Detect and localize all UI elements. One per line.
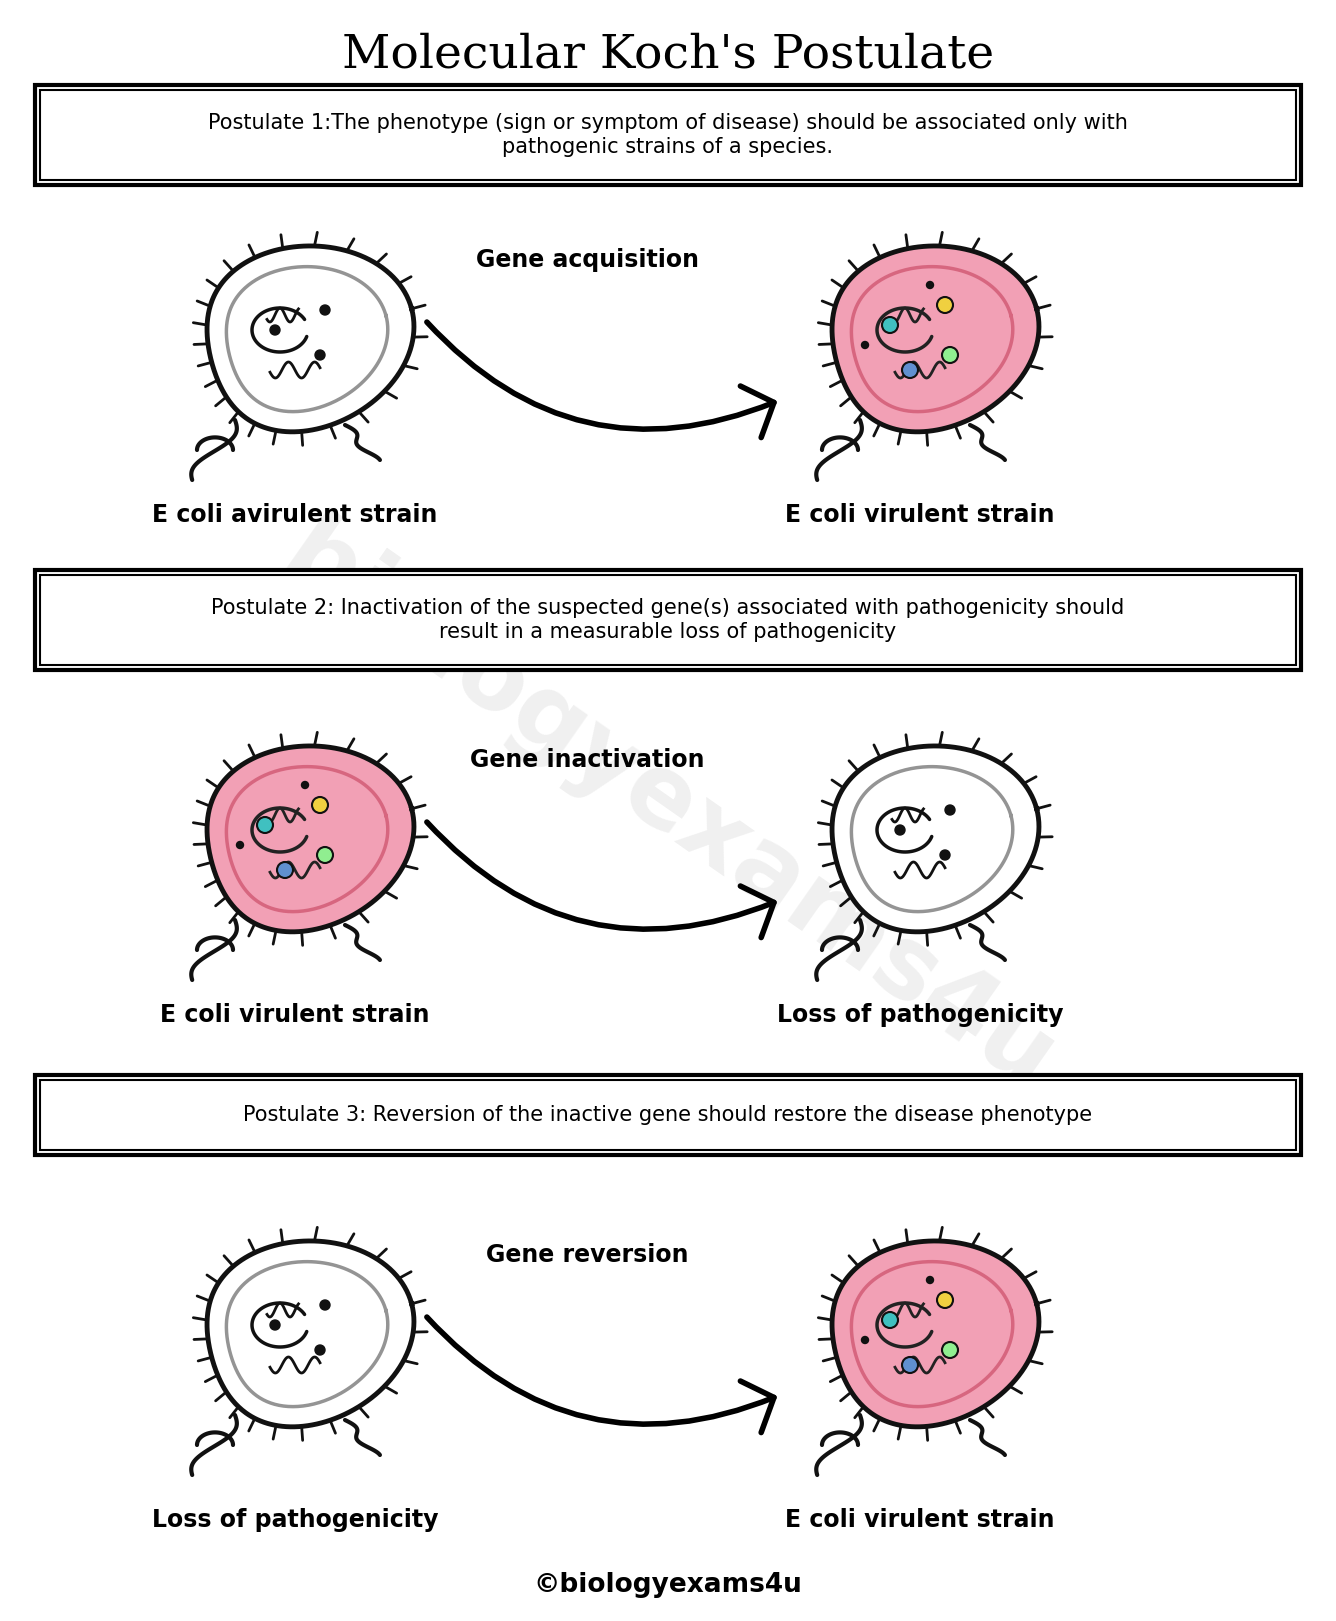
Text: Loss of pathogenicity: Loss of pathogenicity bbox=[776, 1003, 1063, 1028]
Text: Gene reversion: Gene reversion bbox=[486, 1243, 689, 1268]
Bar bbox=[35, 1075, 1301, 1156]
Circle shape bbox=[315, 1345, 325, 1355]
Text: Gene inactivation: Gene inactivation bbox=[470, 747, 705, 772]
Text: Molecular Koch's Postulate: Molecular Koch's Postulate bbox=[342, 32, 994, 78]
Polygon shape bbox=[832, 1242, 1039, 1426]
Circle shape bbox=[882, 318, 898, 332]
Text: Loss of pathogenicity: Loss of pathogenicity bbox=[152, 1508, 438, 1532]
Circle shape bbox=[942, 347, 958, 363]
Text: Postulate 3: Reversion of the inactive gene should restore the disease phenotype: Postulate 3: Reversion of the inactive g… bbox=[243, 1106, 1093, 1125]
Circle shape bbox=[926, 282, 934, 289]
Text: E coli virulent strain: E coli virulent strain bbox=[786, 1508, 1054, 1532]
Bar bbox=[40, 575, 1296, 665]
Circle shape bbox=[315, 350, 325, 360]
Circle shape bbox=[942, 1342, 958, 1358]
Circle shape bbox=[895, 825, 904, 835]
Circle shape bbox=[257, 817, 273, 833]
Circle shape bbox=[862, 1336, 868, 1344]
Circle shape bbox=[277, 862, 293, 879]
Circle shape bbox=[302, 781, 309, 788]
Circle shape bbox=[882, 1311, 898, 1328]
Circle shape bbox=[902, 1357, 918, 1373]
Text: biologyexams4u: biologyexams4u bbox=[263, 507, 1073, 1114]
Circle shape bbox=[321, 305, 330, 314]
FancyArrowPatch shape bbox=[428, 323, 774, 438]
Circle shape bbox=[270, 1319, 281, 1329]
Circle shape bbox=[313, 798, 329, 814]
Text: E coli virulent strain: E coli virulent strain bbox=[160, 1003, 430, 1028]
Circle shape bbox=[941, 849, 950, 861]
Circle shape bbox=[937, 297, 953, 313]
Text: Postulate 1:The phenotype (sign or symptom of disease) should be associated only: Postulate 1:The phenotype (sign or sympt… bbox=[208, 113, 1128, 157]
Circle shape bbox=[937, 1292, 953, 1308]
FancyArrowPatch shape bbox=[428, 1316, 774, 1433]
Text: E coli avirulent strain: E coli avirulent strain bbox=[152, 503, 438, 527]
Circle shape bbox=[902, 361, 918, 378]
FancyArrowPatch shape bbox=[428, 822, 774, 937]
Polygon shape bbox=[832, 246, 1039, 431]
Text: ©biologyexams4u: ©biologyexams4u bbox=[533, 1572, 803, 1598]
Bar bbox=[35, 84, 1301, 185]
Polygon shape bbox=[207, 746, 414, 932]
Polygon shape bbox=[207, 1242, 414, 1426]
Text: Postulate 2: Inactivation of the suspected gene(s) associated with pathogenicity: Postulate 2: Inactivation of the suspect… bbox=[211, 598, 1125, 642]
Circle shape bbox=[862, 342, 868, 349]
Circle shape bbox=[945, 806, 955, 815]
Circle shape bbox=[926, 1276, 934, 1284]
Text: Gene acquisition: Gene acquisition bbox=[476, 248, 699, 272]
Polygon shape bbox=[207, 246, 414, 431]
Circle shape bbox=[321, 1300, 330, 1310]
Polygon shape bbox=[832, 746, 1039, 932]
Bar bbox=[40, 1080, 1296, 1149]
Bar bbox=[40, 91, 1296, 180]
Circle shape bbox=[236, 841, 243, 848]
Text: E coli virulent strain: E coli virulent strain bbox=[786, 503, 1054, 527]
Circle shape bbox=[317, 848, 333, 862]
Circle shape bbox=[270, 324, 281, 336]
Bar bbox=[35, 571, 1301, 669]
